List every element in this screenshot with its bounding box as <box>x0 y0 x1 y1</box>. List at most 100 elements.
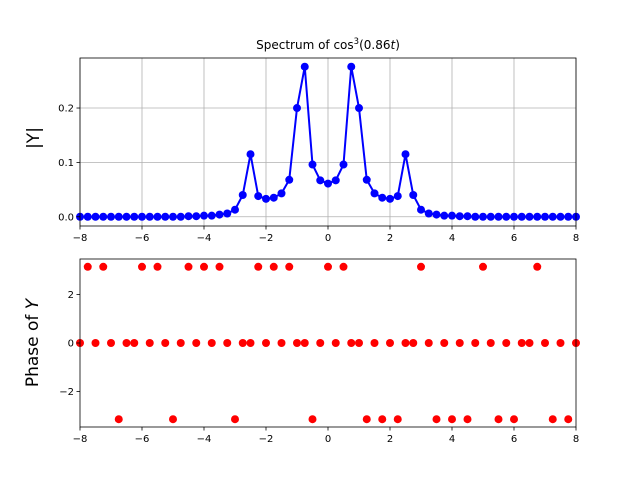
phase-point-23 <box>254 262 263 271</box>
phase-point-51 <box>471 339 480 347</box>
phase-point-54 <box>494 415 503 424</box>
magnitude-point-62 <box>556 212 565 221</box>
magnitude-point-28 <box>293 104 301 113</box>
phase-point-4 <box>107 339 115 347</box>
phase-point-45 <box>424 339 433 347</box>
phase-point-2 <box>91 339 100 347</box>
phase-point-31 <box>316 339 325 347</box>
magnitude-point-59 <box>533 212 542 221</box>
phase-point-6 <box>122 339 131 347</box>
magnitude-point-25 <box>269 193 278 202</box>
magnitude-point-61 <box>548 212 557 221</box>
phase-x-tick-label-3: −2 <box>259 434 274 445</box>
phase-point-47 <box>440 339 449 347</box>
magnitude-point-2 <box>91 212 100 221</box>
phase-point-11 <box>161 339 170 347</box>
magnitude-point-44 <box>417 205 425 214</box>
phase-point-42 <box>401 339 410 347</box>
magnitude-series <box>76 62 580 221</box>
magnitude-point-53 <box>486 212 495 221</box>
phase-y-axis-label: Phase of Y <box>23 297 43 387</box>
magnitude-point-49 <box>455 212 464 221</box>
phase-x-tick-label-7: 6 <box>511 434 517 445</box>
phase-point-26 <box>277 339 286 347</box>
phase-point-17 <box>207 339 216 347</box>
phase-point-60 <box>541 339 549 347</box>
magnitude-y-tick-label-1: 0.1 <box>58 158 74 169</box>
phase-point-9 <box>145 339 154 347</box>
magnitude-y-tick-label-0: 0.0 <box>58 212 74 223</box>
phase-point-56 <box>510 415 518 424</box>
magnitude-point-45 <box>424 209 433 218</box>
magnitude-point-41 <box>393 192 402 201</box>
phase-point-58 <box>525 339 534 347</box>
magnitude-x-tick-label-2: −4 <box>197 233 212 244</box>
phase-ticks: −8 −6 −4 −2 0 2 4 6 8 −2 0 2 <box>59 290 579 445</box>
magnitude-point-19 <box>223 209 232 218</box>
phase-x-tick-label-8: 8 <box>573 434 579 445</box>
phase-point-24 <box>262 339 270 347</box>
phase-point-49 <box>455 339 464 347</box>
phase-point-53 <box>486 339 495 347</box>
magnitude-x-tick-label-6: 4 <box>449 233 455 244</box>
magnitude-point-29 <box>300 62 309 71</box>
phase-point-52 <box>479 262 487 271</box>
phase-point-61 <box>548 415 557 424</box>
phase-point-28 <box>293 339 301 347</box>
phase-point-13 <box>176 339 185 347</box>
phase-point-35 <box>347 339 356 347</box>
phase-point-15 <box>192 339 201 347</box>
phase-point-22 <box>246 339 255 347</box>
phase-axes: −8 −6 −4 −2 0 2 4 6 8 −2 0 2 Phase of Y <box>23 258 580 445</box>
phase-y-tick-label-1: 0 <box>68 339 74 350</box>
phase-point-25 <box>269 262 278 271</box>
phase-point-1 <box>83 262 92 271</box>
phase-point-44 <box>417 262 425 271</box>
phase-point-34 <box>339 262 348 271</box>
magnitude-point-54 <box>494 212 503 221</box>
phase-point-16 <box>200 262 208 271</box>
magnitude-point-5 <box>114 212 123 221</box>
phase-point-63 <box>564 415 573 424</box>
phase-point-33 <box>331 339 340 347</box>
magnitude-point-30 <box>308 160 317 169</box>
phase-point-18 <box>215 262 224 271</box>
phase-point-30 <box>308 415 317 424</box>
magnitude-point-51 <box>471 212 480 221</box>
phase-point-5 <box>114 415 123 424</box>
magnitude-x-tick-label-8: 8 <box>573 233 579 244</box>
magnitude-point-4 <box>107 212 115 221</box>
phase-point-40 <box>386 339 394 347</box>
magnitude-x-tick-label-4: 0 <box>325 233 331 244</box>
phase-point-55 <box>502 339 511 347</box>
magnitude-point-57 <box>517 212 526 221</box>
magnitude-point-10 <box>153 212 162 221</box>
magnitude-point-36 <box>355 104 363 113</box>
phase-point-14 <box>184 262 193 271</box>
magnitude-x-tick-label-0: −8 <box>73 233 88 244</box>
phase-point-32 <box>324 262 332 271</box>
magnitude-point-40 <box>386 194 394 203</box>
magnitude-point-8 <box>138 212 146 221</box>
magnitude-point-18 <box>215 210 224 219</box>
magnitude-point-42 <box>401 150 410 159</box>
phase-x-tick-label-2: −4 <box>197 434 212 445</box>
magnitude-point-11 <box>161 212 170 221</box>
magnitude-point-17 <box>207 211 216 220</box>
phase-point-12 <box>169 415 177 424</box>
magnitude-point-46 <box>432 210 441 219</box>
magnitude-point-63 <box>564 212 573 221</box>
phase-point-7 <box>130 339 139 347</box>
phase-point-19 <box>223 339 232 347</box>
phase-point-62 <box>556 339 565 347</box>
phase-point-41 <box>393 415 402 424</box>
magnitude-point-37 <box>362 175 371 184</box>
magnitude-point-6 <box>122 212 131 221</box>
phase-point-38 <box>370 339 379 347</box>
magnitude-point-35 <box>347 62 356 71</box>
magnitude-x-tick-label-3: −2 <box>259 233 274 244</box>
magnitude-point-1 <box>83 212 92 221</box>
magnitude-point-12 <box>169 212 177 221</box>
